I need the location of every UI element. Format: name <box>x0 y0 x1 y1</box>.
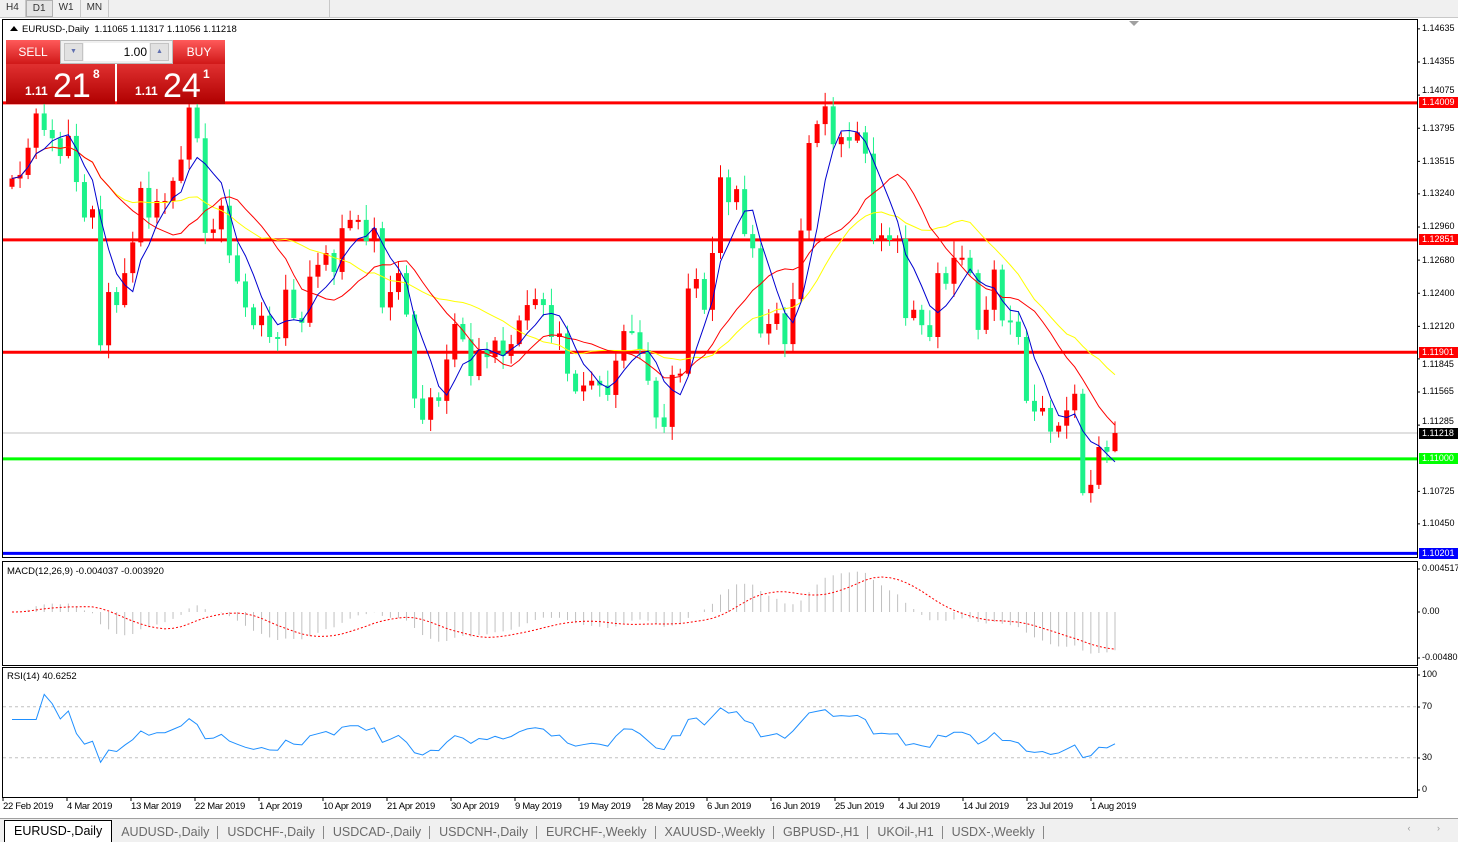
macd-panel[interactable] <box>2 561 1418 666</box>
date-axis-label: 4 Mar 2019 <box>67 801 113 812</box>
symbol-tab-usdcad-daily[interactable]: USDCAD-,Daily <box>324 822 431 842</box>
date-axis-label: 9 May 2019 <box>515 801 562 812</box>
date-axis-label: 22 Mar 2019 <box>195 801 246 812</box>
buy-price-prefix: 1.11 <box>135 84 158 98</box>
sell-price-prefix: 1.11 <box>25 84 48 98</box>
timeframe-d1[interactable]: D1 <box>25 0 53 17</box>
date-axis-label: 16 Jun 2019 <box>771 801 820 812</box>
macd-axis-label: -0.00480 <box>1422 652 1458 662</box>
timeframe-h4[interactable]: H4 <box>0 0 26 17</box>
lot-increase-icon[interactable]: ▲ <box>150 43 169 61</box>
lot-size-control: ▼ ▲ <box>60 40 173 64</box>
symbol-tab-ukoil-h1[interactable]: UKOil-,H1 <box>868 822 943 842</box>
date-axis-label: 23 Jul 2019 <box>1027 801 1073 812</box>
symbol-tab-usdcnh-daily[interactable]: USDCNH-,Daily <box>430 822 537 842</box>
date-axis-label: 1 Apr 2019 <box>259 801 302 812</box>
rsi-axis-label: 0 <box>1422 784 1428 794</box>
date-axis-label: 28 May 2019 <box>643 801 695 812</box>
date-axis-label: 30 Apr 2019 <box>451 801 499 812</box>
price-axis-label: 1.11565 <box>1422 386 1454 396</box>
date-axis-label: 6 Jun 2019 <box>707 801 752 812</box>
date-axis-label: 25 Jun 2019 <box>835 801 884 812</box>
chart-title: EURUSD-,Daily 1.11065 1.11317 1.11056 1.… <box>10 24 237 35</box>
lot-size-input[interactable] <box>84 43 149 61</box>
macd-axis-label: 0.00 <box>1422 606 1440 616</box>
rsi-axis-label: 30 <box>1422 752 1433 762</box>
symbol-tab-usdchf-daily[interactable]: USDCHF-,Daily <box>218 822 324 842</box>
date-axis-label: 10 Apr 2019 <box>323 801 371 812</box>
buy-price-main: 24 <box>163 67 201 105</box>
level-price-tag: 1.11901 <box>1419 347 1458 358</box>
symbol-tab-gbpusd-h1[interactable]: GBPUSD-,H1 <box>774 822 869 842</box>
buy-price-pip: 1 <box>203 67 210 81</box>
date-axis-label: 4 Jul 2019 <box>899 801 940 812</box>
price-axis-label: 1.14075 <box>1422 85 1455 95</box>
level-price-tag: 1.10201 <box>1419 548 1458 559</box>
date-axis-label: 22 Feb 2019 <box>3 801 54 812</box>
sell-price-main: 21 <box>53 67 91 105</box>
price-axis-label: 1.14355 <box>1422 56 1455 66</box>
date-axis-label: 19 May 2019 <box>579 801 631 812</box>
timeframe-w1[interactable]: W1 <box>53 0 81 17</box>
symbol-tab-eurchf-weekly[interactable]: EURCHF-,Weekly <box>537 822 656 842</box>
macd-axis-label: 0.004517 <box>1422 563 1458 573</box>
date-axis-label: 1 Aug 2019 <box>1091 801 1137 812</box>
price-axis-label: 1.10725 <box>1422 486 1455 496</box>
lot-decrease-icon[interactable]: ▼ <box>64 43 83 61</box>
tab-scroll-arrows-icon[interactable]: ‹ › <box>1407 823 1452 833</box>
toolbar-separator <box>109 0 331 17</box>
timeframe-toolbar: H4 D1 W1 MN <box>0 0 1458 18</box>
date-axis-label: 14 Jul 2019 <box>963 801 1009 812</box>
rsi-axis-label: 100 <box>1422 669 1438 679</box>
date-axis-line <box>2 797 1418 798</box>
current-price-tag: 1.11218 <box>1419 428 1458 439</box>
price-axis-label: 1.13240 <box>1422 188 1455 198</box>
timeframe-mn[interactable]: MN <box>81 0 110 17</box>
chart-symbol: EURUSD-,Daily <box>22 24 90 35</box>
price-axis-label: 1.10450 <box>1422 518 1455 528</box>
buy-price-button[interactable]: 1.11 24 1 <box>117 64 225 104</box>
chart-ohlc: 1.11065 1.11317 1.11056 1.11218 <box>94 24 237 35</box>
symbol-tab-bar: EURUSD-,Daily AUDUSD-,Daily USDCHF-,Dail… <box>0 818 1458 842</box>
sell-price-button[interactable]: 1.11 21 8 <box>6 64 115 104</box>
date-axis-label: 13 Mar 2019 <box>131 801 182 812</box>
sell-button[interactable]: SELL <box>6 40 60 64</box>
symbol-tab-audusd-daily[interactable]: AUDUSD-,Daily <box>112 822 219 842</box>
price-axis-label: 1.14635 <box>1422 23 1455 33</box>
price-axis-label: 1.12960 <box>1422 221 1455 231</box>
level-price-tag: 1.12851 <box>1419 234 1458 245</box>
price-axis-label: 1.13515 <box>1422 156 1455 166</box>
price-axis-label: 1.12680 <box>1422 255 1455 265</box>
rsi-axis-label: 70 <box>1422 701 1433 711</box>
one-click-trading-panel: SELL ▼ ▲ BUY 1.11 21 8 1.11 24 1 <box>6 40 226 104</box>
level-price-tag: 1.14009 <box>1419 97 1458 108</box>
rsi-title: RSI(14) 40.6252 <box>7 671 77 682</box>
macd-title: MACD(12,26,9) -0.004037 -0.003920 <box>7 566 164 577</box>
price-axis-label: 1.12120 <box>1422 321 1455 331</box>
sell-price-pip: 8 <box>93 67 100 81</box>
symbol-tab-eurusd-daily[interactable]: EURUSD-,Daily <box>4 820 113 842</box>
price-axis-label: 1.12400 <box>1422 288 1455 298</box>
price-axis-label: 1.11845 <box>1422 359 1454 369</box>
symbol-tab-xauusd-weekly[interactable]: XAUUSD-,Weekly <box>656 822 775 842</box>
symbol-tab-usdx-weekly[interactable]: USDX-,Weekly <box>943 822 1044 842</box>
date-axis-label: 21 Apr 2019 <box>387 801 435 812</box>
collapse-triangle-icon[interactable] <box>10 26 18 31</box>
level-price-tag: 1.11000 <box>1419 453 1458 464</box>
price-axis-label: 1.11285 <box>1422 416 1454 426</box>
buy-button[interactable]: BUY <box>173 40 225 64</box>
chart-shift-marker-icon[interactable] <box>1129 21 1139 26</box>
rsi-panel[interactable] <box>2 667 1418 798</box>
price-axis-label: 1.13795 <box>1422 123 1455 133</box>
